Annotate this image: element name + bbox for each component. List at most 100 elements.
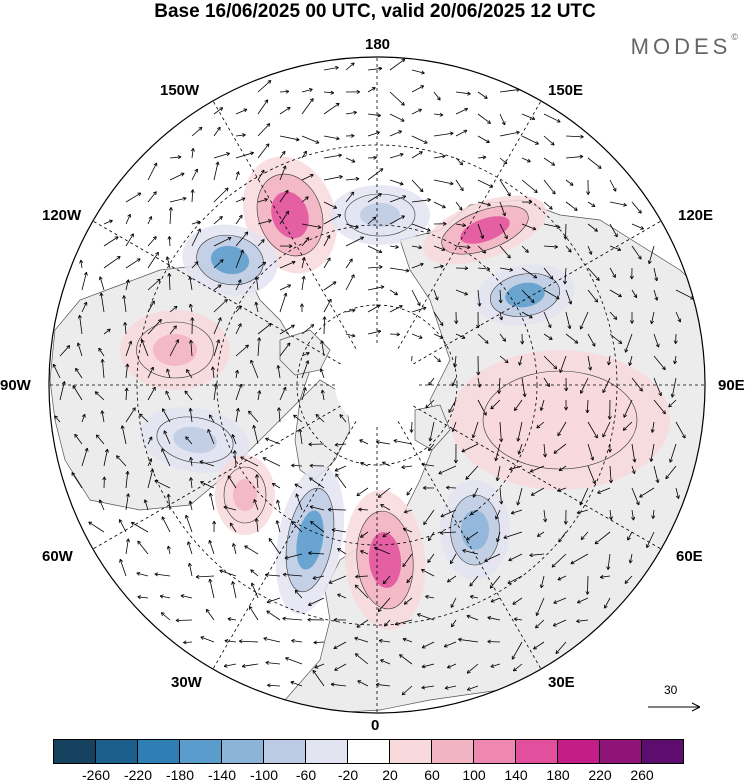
wind-arrow — [257, 99, 269, 115]
wind-arrow — [159, 594, 171, 599]
colorbar — [53, 739, 684, 764]
wind-arrow — [189, 456, 194, 467]
wind-arrow — [125, 470, 130, 489]
wind-arrow — [670, 377, 677, 398]
wind-arrow — [367, 168, 384, 181]
wind-arrow — [301, 351, 310, 357]
colorbar-swatch — [389, 739, 432, 764]
lon-label-180: 180 — [365, 36, 391, 53]
wind-arrow — [312, 669, 325, 687]
wind-arrow — [477, 377, 482, 388]
wind-arrow — [653, 465, 660, 484]
wind-arrow — [125, 538, 130, 555]
wind-arrow — [394, 619, 413, 626]
wind-arrow — [422, 485, 435, 490]
wind-arrow — [587, 267, 600, 281]
wind-arrow — [453, 355, 458, 368]
brand-mark: © — [731, 32, 738, 42]
wind-arrow — [360, 531, 369, 538]
wind-arrow — [227, 617, 237, 622]
wind-arrow — [208, 492, 215, 511]
wind-arrow — [116, 455, 127, 467]
wind-arrow — [609, 289, 622, 298]
wind-arrow — [345, 274, 355, 291]
wind-arrow — [543, 267, 554, 280]
wind-arrow — [188, 408, 193, 423]
wind-arrow — [428, 377, 435, 386]
wind-arrow — [147, 162, 158, 181]
wind-arrow — [310, 521, 325, 533]
wind-arrow — [76, 342, 83, 357]
wind-arrow — [389, 215, 405, 225]
wind-arrow — [607, 355, 612, 366]
wind-vector-field — [52, 58, 694, 696]
wind-arrow — [535, 619, 545, 629]
lon-label-30e: 30E — [548, 674, 575, 691]
wind-arrow — [308, 597, 325, 606]
wind-arrow — [557, 575, 567, 581]
pink-lobe-hudson — [120, 310, 230, 390]
lon-label-60w: 60W — [42, 548, 73, 565]
wind-arrow — [521, 289, 535, 303]
wind-arrow — [411, 69, 425, 75]
wind-arrow — [253, 499, 259, 511]
wind-arrow — [651, 509, 656, 519]
wind-arrow — [213, 152, 230, 159]
wind-arrow — [162, 408, 171, 423]
wind-arrow — [160, 612, 171, 621]
wind-arrow — [165, 256, 171, 269]
wind-arrow — [235, 231, 249, 247]
wind-arrow — [213, 216, 223, 225]
colorbar-swatch — [179, 739, 222, 764]
wind-arrow — [552, 619, 567, 627]
wind-arrow — [377, 597, 391, 612]
wind-arrow — [235, 151, 254, 159]
wind-arrow — [576, 509, 589, 515]
wind-arrow — [597, 487, 611, 494]
wind-arrow — [212, 520, 217, 533]
wind-arrow — [147, 216, 153, 225]
wind-arrow — [168, 207, 173, 225]
wind-arrow — [402, 527, 413, 533]
wind-arrow — [466, 663, 479, 674]
wind-arrow — [594, 531, 611, 545]
wind-arrow — [542, 443, 548, 458]
wind-arrow — [235, 279, 242, 291]
colorbar-swatch — [431, 739, 474, 764]
wind-arrow — [71, 472, 83, 489]
wind-arrow — [367, 245, 383, 254]
wind-arrow — [257, 261, 267, 269]
wind-arrow — [462, 548, 479, 555]
wind-arrow — [443, 641, 457, 648]
wind-arrow — [257, 197, 268, 203]
wind-arrow — [564, 399, 569, 411]
wind-arrow — [210, 366, 216, 379]
wind-arrow — [279, 292, 288, 313]
modes-logo: MODES© — [631, 32, 738, 60]
wind-arrow — [380, 659, 391, 665]
wind-arrow — [154, 480, 171, 489]
wind-arrow — [185, 436, 193, 445]
wind-arrow — [331, 528, 347, 533]
wind-arrow — [213, 339, 221, 357]
wind-arrow — [543, 157, 556, 166]
wind-arrow — [277, 407, 282, 423]
wind-arrow — [279, 165, 287, 181]
wind-arrow — [279, 89, 290, 94]
wind-arrow — [609, 267, 616, 278]
wind-arrow — [376, 440, 391, 445]
wind-arrow — [389, 289, 398, 296]
wind-arrow — [309, 463, 325, 468]
wind-arrow — [585, 575, 590, 595]
wind-arrow — [240, 456, 259, 467]
wind-arrow — [147, 191, 157, 203]
wind-arrow — [188, 339, 194, 357]
wind-arrow — [543, 311, 552, 329]
wind-arrow — [433, 91, 441, 101]
wind-arrow — [81, 301, 88, 313]
wind-arrow — [334, 442, 347, 447]
wind-arrow — [235, 197, 246, 203]
wind-arrow — [530, 487, 545, 496]
wind-arrow — [455, 245, 471, 250]
wind-arrow — [647, 245, 655, 265]
